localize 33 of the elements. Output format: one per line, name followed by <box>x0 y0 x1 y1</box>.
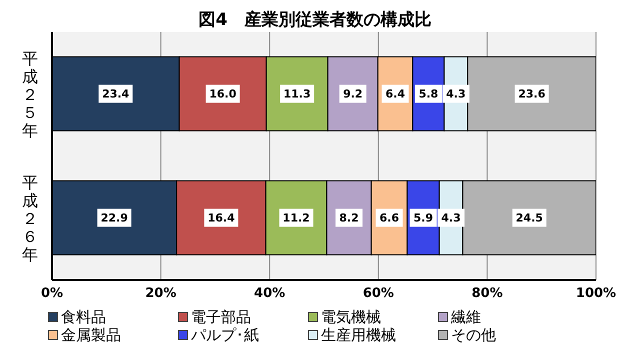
legend-label: 繊維 <box>451 308 481 326</box>
data-label: 5.8 <box>418 87 438 100</box>
x-tick-label: 80% <box>472 286 503 302</box>
legend-label: 生産用機械 <box>321 326 396 344</box>
legend-label: その他 <box>451 326 496 344</box>
y-tick-label: 平成２５年 <box>22 48 38 140</box>
legend-label: 電気機械 <box>321 308 381 326</box>
data-label: 24.5 <box>516 211 543 224</box>
chart-title: 図4 産業別従業者数の構成比 <box>198 9 432 32</box>
data-label: 23.6 <box>518 87 546 100</box>
x-tick-label: 0% <box>40 286 64 302</box>
data-label: 8.2 <box>339 211 359 224</box>
x-tick-label: 40% <box>254 286 286 302</box>
legend-label: 電子部品 <box>191 308 251 326</box>
legend-label: 食料品 <box>61 308 106 326</box>
data-label: 6.4 <box>386 87 406 100</box>
data-label: 16.4 <box>208 211 236 224</box>
data-label: 23.4 <box>102 87 130 100</box>
data-label: 4.3 <box>446 87 466 100</box>
data-label: 5.9 <box>414 211 434 224</box>
data-label: 11.3 <box>284 87 311 100</box>
data-label: 6.6 <box>380 211 400 224</box>
x-tick-label: 100% <box>576 286 616 302</box>
data-label: 9.2 <box>343 87 363 100</box>
x-tick-label: 60% <box>362 286 394 302</box>
legend-label: パルプ･紙 <box>191 326 259 344</box>
data-label: 22.9 <box>100 211 128 224</box>
legend-label: 金属製品 <box>61 326 121 344</box>
data-label: 16.0 <box>209 87 237 100</box>
data-label: 11.2 <box>282 211 310 224</box>
data-label: 4.3 <box>441 211 461 224</box>
x-tick-label: 20% <box>145 286 176 302</box>
y-tick-label: 平成２６年 <box>22 172 38 264</box>
